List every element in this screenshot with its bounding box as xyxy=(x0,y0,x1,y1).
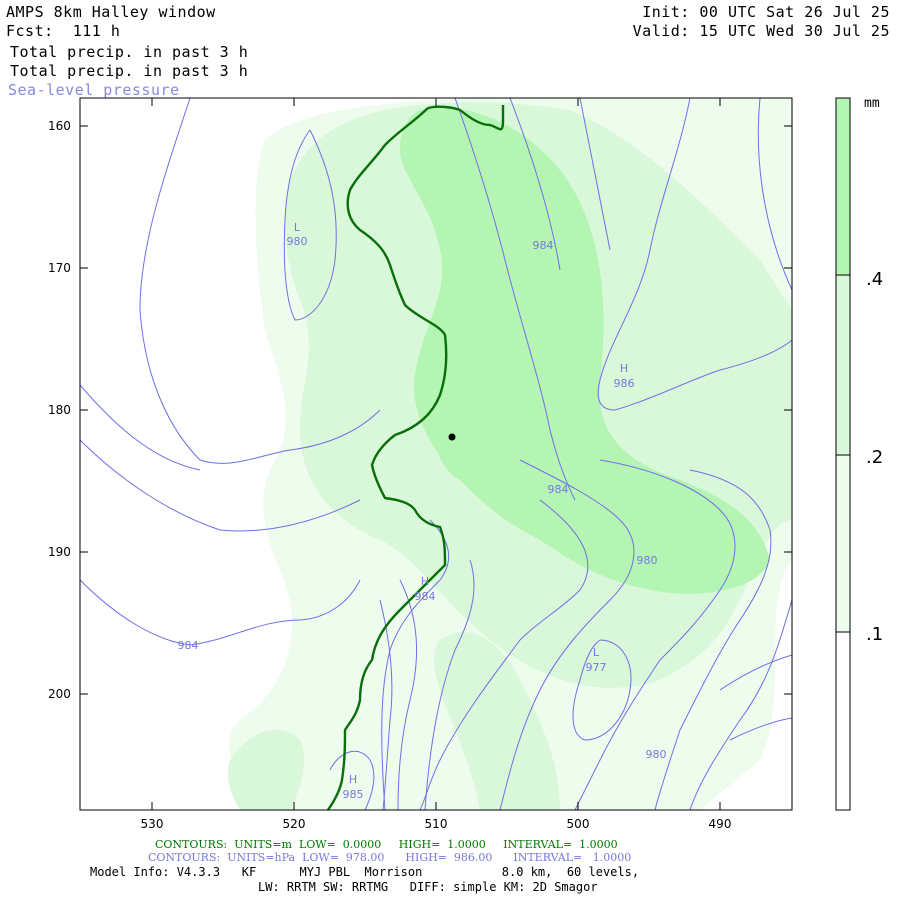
y-tick-170: 170 xyxy=(48,261,71,275)
colorbar-band-high xyxy=(836,98,850,275)
field-label-1: Total precip. in past 3 h xyxy=(10,43,249,61)
colorbar-band-mid xyxy=(836,275,850,455)
high-label-3: H xyxy=(349,773,357,786)
x-tick-520: 520 xyxy=(283,817,306,831)
y-axis-ticks xyxy=(80,98,792,810)
footer-physics-info: LW: RRTM SW: RRTMG DIFF: simple KM: 2D S… xyxy=(258,880,598,894)
low-value-2: 977 xyxy=(586,661,607,674)
x-tick-500: 500 xyxy=(567,817,590,831)
isobar-label-984c: 984 xyxy=(178,639,199,652)
valid-time: Valid: 15 UTC Wed 30 Jul 25 xyxy=(632,22,890,40)
y-tick-190: 190 xyxy=(48,545,71,559)
station-marker xyxy=(448,433,456,441)
high-value-1: 986 xyxy=(614,377,635,390)
colorbar-label-0.2: .2 xyxy=(866,447,883,468)
colorbar-label-0.4: .4 xyxy=(866,269,883,290)
high-value-2: 984 xyxy=(415,590,436,603)
footer-contours-pressure: CONTOURS: UNITS=hPa LOW= 978.00 HIGH= 98… xyxy=(148,851,632,864)
contour-labels: L 980 H 986 H 984 L 977 H 985 984 984 98… xyxy=(178,221,667,801)
footer-model-info: Model Info: V4.3.3 KF MYJ PBL Morrison 8… xyxy=(90,865,640,879)
colorbar-band-low xyxy=(836,455,850,632)
isobar-label-984b: 984 xyxy=(548,483,569,496)
y-tick-180: 180 xyxy=(48,403,71,417)
y-tick-160: 160 xyxy=(48,119,71,133)
isobar-lines xyxy=(80,98,792,810)
isobar-label-980a: 980 xyxy=(637,554,658,567)
isobar-label-980b: 980 xyxy=(646,748,667,761)
map-title: AMPS 8km Halley window xyxy=(6,3,216,21)
field-label-2: Total precip. in past 3 h xyxy=(10,62,249,80)
low-label-2: L xyxy=(593,646,600,659)
high-label-2: H xyxy=(421,575,429,588)
init-time: Init: 00 UTC Sat 26 Jul 25 xyxy=(642,3,890,21)
field-label-3: Sea-level pressure xyxy=(8,81,180,99)
high-label-1: H xyxy=(620,362,628,375)
colorbar-label-0.1: .1 xyxy=(866,624,883,645)
isobar-label-984a: 984 xyxy=(533,239,554,252)
low-value-1: 980 xyxy=(287,235,308,248)
forecast-hour: Fcst: 111 h xyxy=(6,22,121,40)
colorbar-unit: mm xyxy=(864,96,880,111)
low-label-1: L xyxy=(294,221,301,234)
precip-shading xyxy=(228,98,792,810)
axis-tick-labels: 160 170 180 190 200 530 520 510 500 490 xyxy=(48,119,731,831)
colorbar: mm .4 .2 .1 xyxy=(835,96,883,811)
x-tick-510: 510 xyxy=(425,817,448,831)
colorbar-band-none xyxy=(836,632,850,810)
x-tick-490: 490 xyxy=(709,817,732,831)
footer-contours-height: CONTOURS: UNITS=m LOW= 0.0000 HIGH= 1.00… xyxy=(155,838,618,851)
high-value-3: 985 xyxy=(343,788,364,801)
y-tick-200: 200 xyxy=(48,687,71,701)
coastline-contour xyxy=(327,105,505,810)
x-tick-530: 530 xyxy=(141,817,164,831)
